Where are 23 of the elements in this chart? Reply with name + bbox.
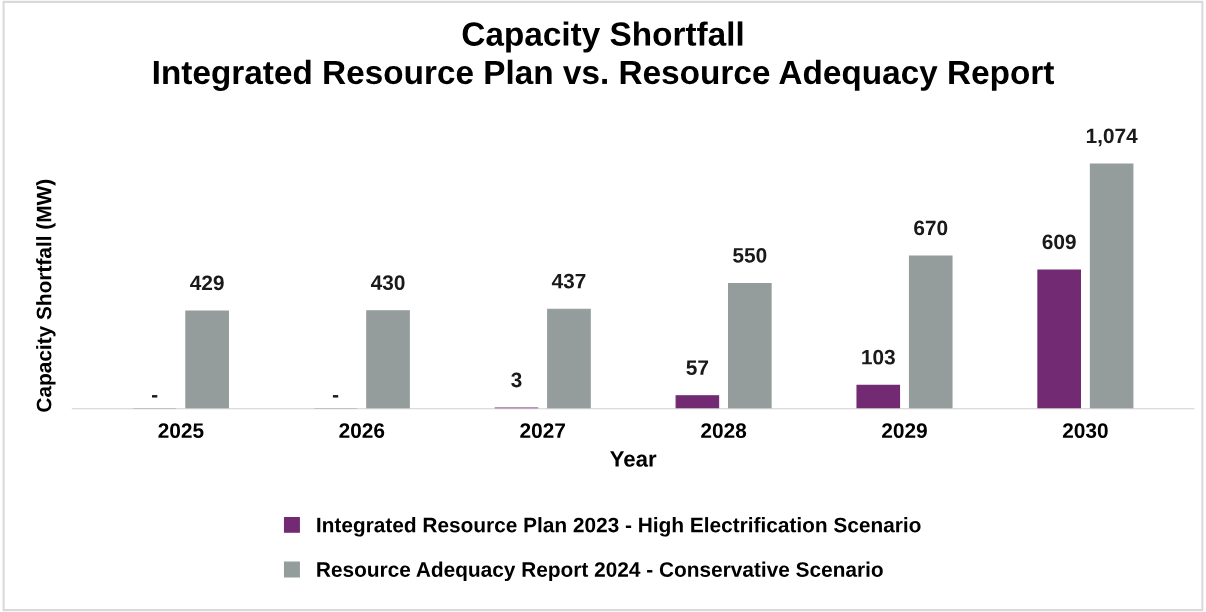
data-label: 3	[511, 372, 522, 388]
data-label: 609	[1042, 234, 1076, 250]
data-label: 429	[190, 275, 224, 291]
x-tick-label: 2027	[520, 423, 565, 439]
data-label: 1,074	[1086, 128, 1138, 147]
y-axis-title: Capacity Shortfall (MW)	[36, 179, 56, 412]
x-tick-label: 2029	[882, 423, 927, 439]
chart-title: Capacity Shortfall Integrated Resource Plan vs. Resource Adequacy Report	[153, 21, 1054, 91]
x-tick-label: 2030	[1062, 423, 1108, 439]
x-tick-label: 2028	[701, 423, 747, 439]
data-label: 437	[551, 273, 586, 289]
x-tick-label: 2026	[339, 423, 385, 439]
x-tick-label: 2025	[158, 423, 204, 439]
data-label: 670	[914, 220, 948, 236]
data-label: 550	[733, 247, 767, 263]
data-label: -	[332, 395, 339, 398]
legend-label: Resource Adequacy Report 2024 - Conservative Scenario	[317, 561, 883, 582]
x-axis-title: Year	[610, 451, 657, 467]
data-label: -	[152, 395, 158, 398]
data-label: 103	[862, 349, 895, 365]
data-label: 430	[370, 275, 405, 291]
legend-label: Integrated Resource Plan 2023 - High Electrification Scenario	[317, 517, 921, 537]
data-label: 57	[686, 360, 709, 376]
